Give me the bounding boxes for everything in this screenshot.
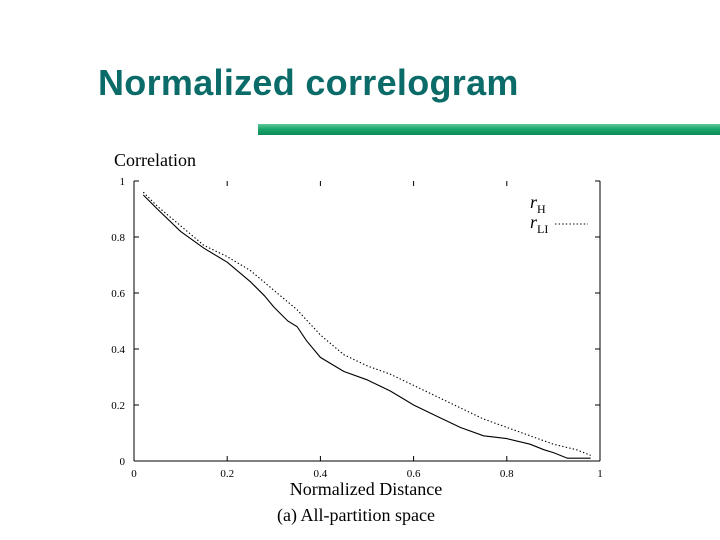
y-axis-label: Correlation — [114, 150, 196, 170]
y-tick-label: 0.6 — [111, 288, 125, 300]
y-tick-label: 0 — [120, 456, 126, 468]
x-tick-label: 0.4 — [314, 468, 328, 480]
y-tick-label: 0.8 — [111, 232, 125, 244]
x-tick-label: 0.2 — [220, 468, 234, 480]
title-accent-bar — [258, 124, 720, 135]
x-axis-label: Normalized Distance — [290, 479, 442, 499]
y-tick-label: 0.2 — [111, 400, 125, 412]
x-tick-label: 0 — [131, 468, 137, 480]
plot-frame — [133, 181, 601, 462]
x-tick-label: 0.6 — [407, 468, 421, 480]
legend-label-subscript: LI — [537, 222, 548, 236]
x-tick-label: 0.8 — [500, 468, 514, 480]
y-tick-label: 0.4 — [111, 344, 125, 356]
series-line-rli — [142, 191, 591, 456]
y-tick-label: 1 — [120, 176, 126, 188]
series-layer — [142, 191, 591, 459]
slide-title: Normalized correlogram — [98, 62, 519, 103]
series-line-rh — [142, 194, 591, 459]
legend-label-subscript: H — [537, 202, 546, 216]
x-tick-label: 1 — [597, 468, 603, 480]
axis-ticks: 0 0.2 0.4 0.6 0.8 1 0 0.2 0.4 0.6 0.8 1 — [111, 176, 603, 480]
chart-caption: (a) All-partition space — [277, 505, 435, 526]
